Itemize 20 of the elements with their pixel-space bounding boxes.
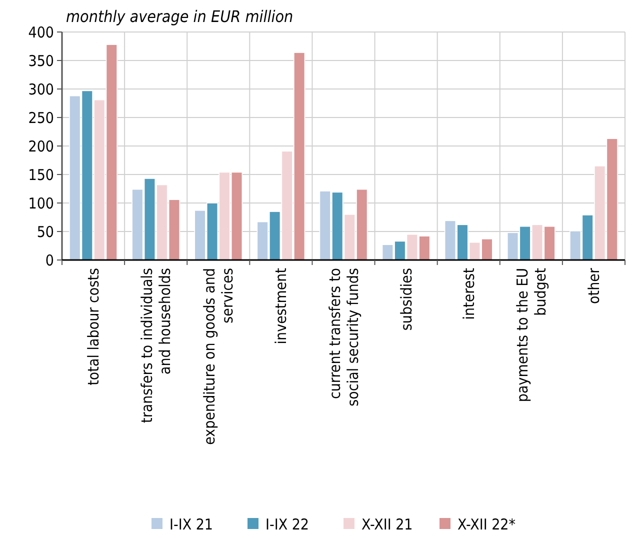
y-tick-label: 300: [28, 80, 54, 98]
y-tick-label: 100: [28, 194, 54, 212]
y-tick-label: 250: [28, 108, 54, 127]
legend-label: I-IX 22: [266, 515, 310, 534]
y-tick-label: 200: [28, 137, 54, 156]
x-tick-label: subsidies: [397, 268, 416, 331]
legend-label: I-IX 21: [170, 515, 214, 534]
y-tick-label: 350: [28, 52, 54, 70]
x-tick-label: investment: [272, 268, 290, 344]
y-tick-label: 50: [36, 222, 54, 241]
chart-title: monthly average in EUR million: [66, 7, 294, 26]
x-tick-label: interest: [460, 268, 478, 320]
x-tick-label: other: [584, 268, 603, 304]
legend-label: X-XII 21: [362, 515, 413, 534]
legend-label: X-XII 22*: [458, 515, 516, 534]
y-tick-label: 150: [28, 166, 54, 184]
x-tick-label: payments to the EU budget: [513, 268, 550, 402]
x-tick-label: total labour costs: [84, 268, 103, 386]
y-tick-label: 0: [45, 251, 54, 270]
y-tick-label: 400: [28, 23, 54, 42]
